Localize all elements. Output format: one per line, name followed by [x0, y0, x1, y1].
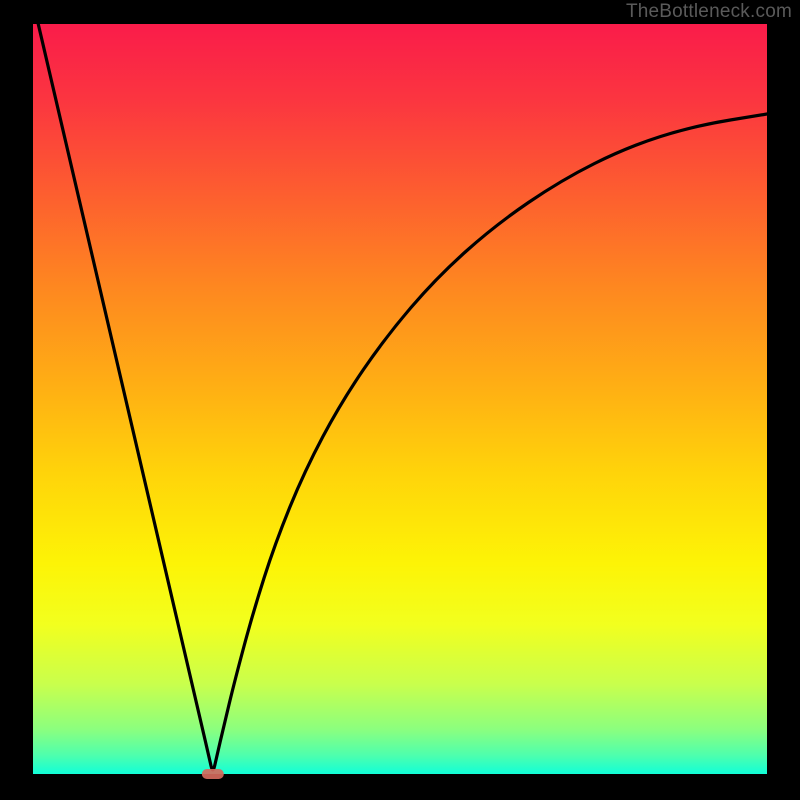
chart-svg — [0, 0, 800, 800]
minimum-marker — [202, 769, 224, 779]
watermark-label: TheBottleneck.com — [626, 1, 792, 23]
chart-stage: TheBottleneck.com — [0, 0, 800, 800]
